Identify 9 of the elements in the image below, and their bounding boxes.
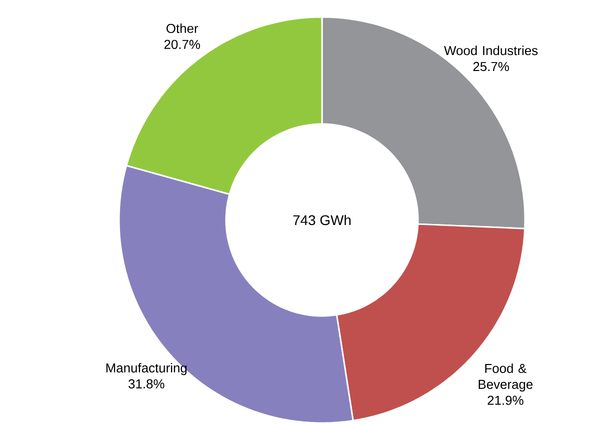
data-label: 31.8% [128, 379, 164, 389]
data-label: 20.7% [164, 40, 200, 50]
text: 743 GWh [293, 215, 351, 226]
slice-label: Manufacturing [106, 363, 187, 376]
data-label: 25.7% [473, 62, 509, 72]
data-label: 21.9% [488, 396, 524, 406]
slice-label: Wood Industries [444, 46, 538, 56]
slice-label: Food & Beverage [478, 364, 533, 392]
slice-label: Other [166, 24, 198, 34]
